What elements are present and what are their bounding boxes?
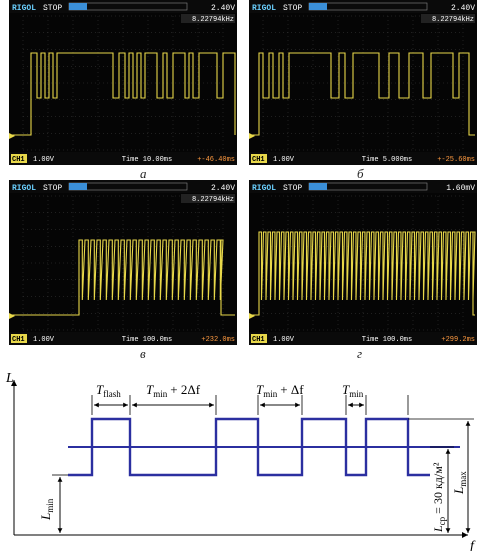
scope-panel-d: RIGOL STOP 1.60mV CH1 1.00V Time 100.0ms +299.… [249, 180, 477, 345]
caption-a: а [140, 166, 147, 181]
scope-grid [262, 15, 464, 151]
time-base: Time 100.0ms [362, 336, 412, 344]
caption-c: в [140, 346, 146, 361]
channel-badge [251, 334, 267, 343]
timing-diagram: L f Tflash Tmin + 2Δf Tmin + Δf Tmin [5, 371, 476, 551]
frequency-readout: 8.22794kHz [192, 16, 234, 24]
memory-bar-fill [309, 3, 327, 10]
scope-brand: RIGOL [252, 4, 276, 13]
ground-marker [9, 133, 15, 139]
scope-state: STOP [283, 184, 302, 193]
ground-marker [9, 313, 15, 319]
scope-screen: RIGOL STOP 2.40V 8.22794kHz CH1 1.00V Time 5.0… [249, 0, 477, 165]
scope-panel-c: RIGOL STOP 2.40V 8.22794kHz CH1 1.00V Time 100… [9, 180, 237, 345]
trigger-position: +-46.40ms [197, 156, 235, 164]
x-axis-label: f [470, 539, 476, 551]
ground-marker [249, 313, 255, 319]
freq-box [421, 14, 475, 23]
scope-panel-b: RIGOL STOP 2.40V 8.22794kHz CH1 1.00V Time 5.0… [249, 0, 477, 165]
scope-grid [22, 195, 224, 331]
time-base: Time 100.0ms [122, 336, 172, 344]
scope-grid [262, 195, 464, 331]
freq-box [181, 194, 235, 203]
scope-screen: RIGOL STOP 2.40V 8.22794kHz CH1 1.00V Time 100… [9, 180, 237, 345]
channel-badge [251, 154, 267, 163]
freq-box [181, 14, 235, 23]
trigger-level: 2.40V [211, 4, 235, 13]
scope-state: STOP [43, 184, 62, 193]
trigger-position: +299.2ms [441, 336, 475, 344]
caption-d: г [357, 346, 363, 361]
label-l-cp: Lcp= 30 кд/м² [431, 462, 447, 533]
scope-footer-bar [9, 332, 237, 345]
trigger-level: 2.40V [211, 184, 235, 193]
signal-trace [251, 231, 476, 316]
volts-per-div: 1.00V [33, 156, 55, 164]
channel-badge [11, 154, 27, 163]
dimension-markers [91, 395, 409, 415]
trigger-position: +232.0ms [201, 336, 235, 344]
volts-per-div: 1.00V [33, 336, 55, 344]
time-base: Time 5.000ms [362, 156, 412, 164]
volts-per-div: 1.00V [273, 156, 295, 164]
label-t-flash: Tflash [96, 382, 121, 399]
scope-footer-bar [9, 152, 237, 165]
channel-badge [11, 334, 27, 343]
time-base: Time 10.00ms [122, 156, 172, 164]
label-l-min: Lmin [38, 498, 55, 521]
signal-trace [11, 239, 235, 316]
scope-screen: RIGOL STOP 2.40V 8.22794kHz CH1 1.00V Time 10.… [9, 0, 237, 165]
label-t-min: Tmin [342, 382, 364, 399]
scope-brand: RIGOL [12, 4, 36, 13]
scope-brand: RIGOL [12, 184, 36, 193]
ground-marker [249, 133, 255, 139]
channel-label: CH1 [252, 156, 265, 164]
signal-trace [11, 52, 236, 136]
scope-footer-bar [249, 332, 477, 345]
memory-bar-fill [309, 183, 327, 190]
channel-label: CH1 [12, 156, 25, 164]
scope-state: STOP [43, 4, 62, 13]
scope-screen: RIGOL STOP 1.60mV CH1 1.00V Time 100.0ms +299.… [249, 180, 477, 345]
trigger-position: +-25.60ms [437, 156, 475, 164]
scope-brand: RIGOL [252, 184, 276, 193]
memory-bar-fill [69, 3, 87, 10]
caption-b: б [357, 166, 364, 181]
channel-label: CH1 [252, 336, 265, 344]
trigger-level: 2.40V [451, 4, 475, 13]
frequency-readout: 8.22794kHz [432, 16, 474, 24]
scope-state: STOP [283, 4, 302, 13]
label-l-max: Lmax [451, 471, 468, 495]
label-t-min-df: Tmin + Δf [256, 382, 304, 399]
trigger-level: 1.60mV [446, 184, 475, 193]
volts-per-div: 1.00V [273, 336, 295, 344]
y-axis-label: L [5, 371, 14, 386]
scope-footer-bar [249, 152, 477, 165]
memory-bar-fill [69, 183, 87, 190]
scope-grid [22, 15, 224, 151]
signal-trace [251, 52, 475, 136]
scope-panel-a: RIGOL STOP 2.40V 8.22794kHz CH1 1.00V Time 10.… [9, 0, 237, 165]
frequency-readout: 8.22794kHz [192, 196, 234, 204]
channel-label: CH1 [12, 336, 25, 344]
label-t-min-2df: Tmin + 2Δf [146, 382, 201, 399]
square-wave [68, 417, 430, 477]
